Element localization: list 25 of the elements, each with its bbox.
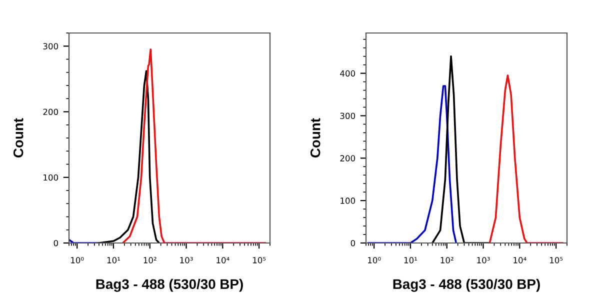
x-tick-label: 10¹	[404, 257, 417, 264]
x-tick-label: 10⁰	[71, 257, 84, 264]
x-tick-label: 10⁴	[216, 257, 230, 264]
x-tick-label: 10¹	[107, 257, 120, 264]
x-tick-label: 10⁰	[368, 257, 381, 264]
y-tick-label: 300	[43, 43, 58, 50]
x-tick-label: 10³	[477, 257, 490, 264]
x-tick-label: 10⁴	[514, 257, 526, 264]
y-tick-label: 200	[340, 155, 356, 162]
x-tick-label: 10²	[144, 257, 156, 264]
y-tick-label: 0	[54, 240, 58, 246]
x-axis-title: Bag3 - 488 (530/30 BP)	[96, 278, 243, 292]
y-tick-label: 400	[340, 70, 356, 77]
y-axis-title: Count	[13, 118, 24, 158]
y-tick-label: 200	[43, 108, 58, 116]
y-tick-label: 100	[340, 198, 356, 204]
x-tick-label: 10³	[180, 257, 193, 264]
y-tick-label: 0	[350, 240, 356, 246]
y-tick-label: 300	[340, 112, 356, 120]
x-tick-label: 10⁵	[252, 257, 266, 264]
x-tick-label: 10⁵	[550, 257, 563, 264]
x-axis-title: Bag3 - 488 (530/30 BP)	[393, 278, 540, 292]
y-axis-title: Count	[310, 118, 320, 158]
x-tick-label: 10²	[440, 257, 454, 264]
y-tick-label: 100	[44, 174, 58, 181]
